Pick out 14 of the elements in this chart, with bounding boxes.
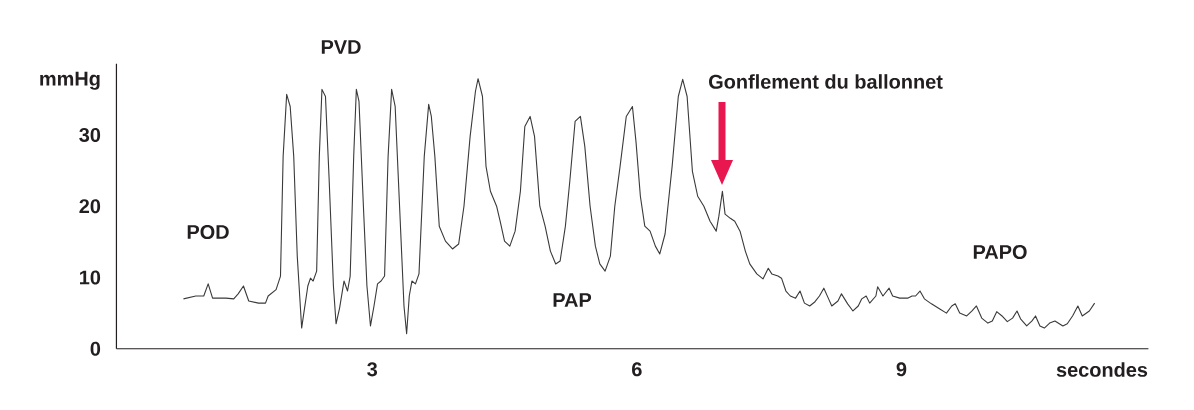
x-axis-title: secondes xyxy=(1056,362,1148,377)
y-tick-label: 10 xyxy=(80,270,101,285)
x-tick-label: 9 xyxy=(896,362,907,377)
y-tick-label: 0 xyxy=(90,341,101,356)
annotation: POD xyxy=(187,224,229,240)
y-tick-label: 20 xyxy=(79,199,101,214)
annotation: PAP xyxy=(553,293,592,307)
annotation: Gonflement du ballonnet xyxy=(709,74,943,89)
text: PVD xyxy=(321,40,361,54)
y-tick-label: 30 xyxy=(79,127,101,143)
x-tick-label: 6 xyxy=(632,362,642,377)
y-axis-title: mmHg xyxy=(40,71,100,90)
annotation: PAPO xyxy=(973,244,1027,260)
x-tick-label: 3 xyxy=(367,362,378,377)
